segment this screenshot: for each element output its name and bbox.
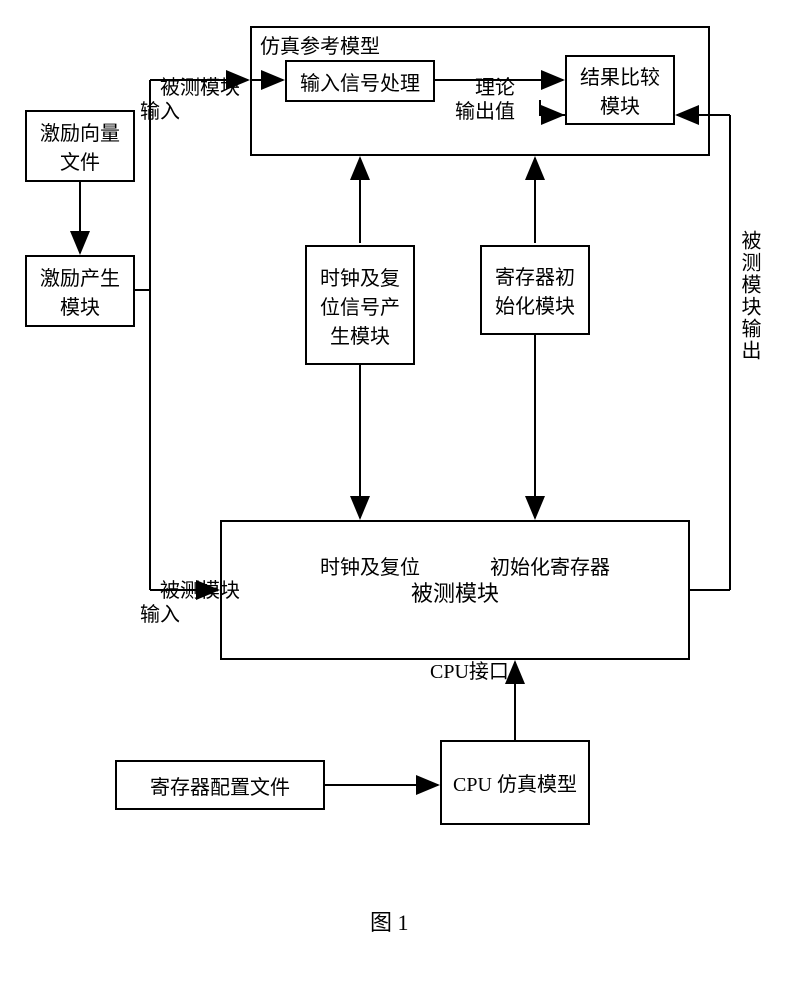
label-cpu-if-text: CPU接口 bbox=[430, 661, 509, 683]
box-stimulus-gen: 激励产生 模块 bbox=[25, 255, 135, 327]
label-theory-out-text: 理论 输出值 bbox=[455, 77, 515, 123]
box-input-proc-text: 输入信号处理 bbox=[300, 67, 420, 96]
label-dut-input-mid-text: 被测模块 输入 bbox=[140, 580, 240, 626]
label-dut-input-mid: 被测模块 输入 bbox=[140, 555, 240, 651]
box-reg-cfg: 寄存器配置文件 bbox=[115, 760, 325, 810]
box-reg-cfg-text: 寄存器配置文件 bbox=[150, 771, 290, 800]
label-dut-output: 被测模块输出 bbox=[735, 230, 764, 362]
label-theory-out: 理论 输出值 bbox=[455, 52, 515, 148]
label-dut-input-top: 被测模块 输入 bbox=[140, 52, 240, 148]
box-stimulus-file-text: 激励向量 文件 bbox=[31, 117, 129, 175]
box-result-cmp-text: 结果比较 模块 bbox=[571, 61, 669, 119]
box-ref-model-title: 仿真参考模型 bbox=[260, 30, 380, 59]
box-result-cmp: 结果比较 模块 bbox=[565, 55, 675, 125]
box-reg-init-text: 寄存器初 始化模块 bbox=[486, 261, 584, 319]
box-clk-rst: 时钟及复 位信号产 生模块 bbox=[305, 245, 415, 365]
label-clk-rst-text: 时钟及复位 bbox=[320, 557, 420, 579]
box-cpu-model-text: CPU 仿真模型 bbox=[453, 768, 577, 797]
box-cpu-model: CPU 仿真模型 bbox=[440, 740, 590, 825]
box-stimulus-gen-text: 激励产生 模块 bbox=[31, 262, 129, 320]
box-clk-rst-text: 时钟及复 位信号产 生模块 bbox=[311, 262, 409, 349]
box-input-proc: 输入信号处理 bbox=[285, 60, 435, 102]
figure-caption: 图 1 bbox=[370, 905, 409, 937]
diagram-root: 激励向量 文件 激励产生 模块 仿真参考模型 输入信号处理 结果比较 模块 时钟… bbox=[0, 0, 800, 987]
box-reg-init: 寄存器初 始化模块 bbox=[480, 245, 590, 335]
box-stimulus-file: 激励向量 文件 bbox=[25, 110, 135, 182]
label-dut-output-text: 被测模块输出 bbox=[738, 230, 760, 362]
label-init-reg-text: 初始化寄存器 bbox=[490, 557, 610, 579]
label-clk-rst: 时钟及复位 bbox=[300, 528, 420, 603]
label-cpu-if: CPU接口 bbox=[410, 632, 509, 707]
label-dut-input-top-text: 被测模块 输入 bbox=[140, 77, 240, 123]
figure-caption-text: 图 1 bbox=[370, 910, 409, 935]
label-init-reg: 初始化寄存器 bbox=[470, 528, 610, 603]
